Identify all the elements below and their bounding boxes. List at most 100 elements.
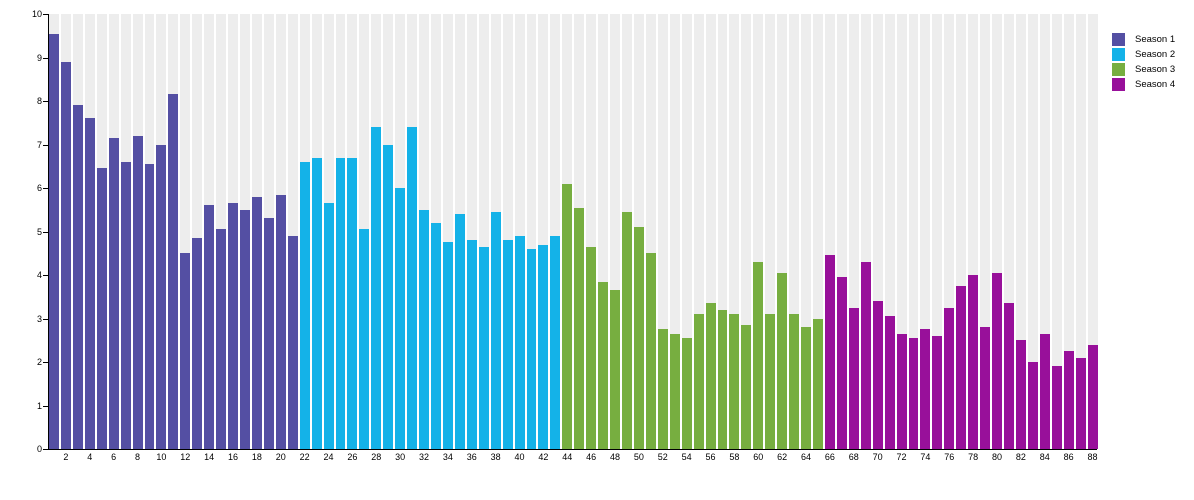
bar-slot-episode-33 bbox=[431, 14, 441, 449]
bar-slot-episode-29 bbox=[383, 14, 394, 449]
bar-season-3-episode-65 bbox=[813, 318, 823, 449]
y-tick-label-0: 0 bbox=[36, 444, 42, 454]
y-tick-label-2: 2 bbox=[36, 357, 42, 367]
bar-slot-episode-79 bbox=[980, 14, 991, 449]
x-tick-label-18: 18 bbox=[251, 452, 262, 462]
x-tick-label-28: 28 bbox=[371, 452, 382, 462]
bar-season-3-episode-62 bbox=[777, 272, 788, 449]
bar-season-1-episode-3 bbox=[72, 105, 83, 449]
x-tick-label-20: 20 bbox=[275, 452, 286, 462]
bar-slot-episode-9 bbox=[144, 14, 155, 449]
bar-slot-episode-23 bbox=[311, 14, 322, 449]
bar-slot-episode-38: 38 bbox=[491, 14, 501, 462]
bar-season-1-episode-11 bbox=[168, 94, 179, 449]
bar-season-1-episode-8 bbox=[132, 135, 143, 449]
bar-slot-episode-68: 68 bbox=[848, 14, 859, 462]
bar-slot-episode-86: 86 bbox=[1063, 14, 1074, 462]
bar-season-4-episode-80 bbox=[992, 272, 1002, 449]
bar-season-3-episode-58 bbox=[729, 314, 740, 449]
bar-slot-episode-76: 76 bbox=[944, 14, 954, 462]
bar-slot-episode-73 bbox=[908, 14, 919, 449]
bar-slot-episode-27 bbox=[359, 14, 370, 449]
y-tick-3 bbox=[43, 318, 48, 320]
x-tick-label-64: 64 bbox=[801, 452, 812, 462]
bar-season-1-episode-17 bbox=[240, 209, 250, 449]
legend-swatch-season-3 bbox=[1112, 62, 1125, 76]
bar-season-3-episode-59 bbox=[741, 325, 752, 449]
bar-slot-episode-78: 78 bbox=[968, 14, 978, 462]
bar-season-4-episode-83 bbox=[1027, 362, 1038, 449]
bar-slot-episode-69 bbox=[860, 14, 871, 449]
bar-slot-episode-40: 40 bbox=[515, 14, 525, 462]
bar-season-4-episode-68 bbox=[848, 307, 859, 449]
bar-season-4-episode-73 bbox=[908, 338, 919, 449]
x-tick-label-72: 72 bbox=[896, 452, 907, 462]
bar-season-2-episode-42 bbox=[538, 244, 549, 449]
y-tick-4 bbox=[43, 275, 48, 276]
bar-season-3-episode-60 bbox=[753, 261, 764, 449]
bar-slot-episode-51 bbox=[645, 14, 656, 449]
y-tick-1 bbox=[43, 405, 48, 407]
bar-slot-episode-17 bbox=[240, 14, 250, 449]
bar-season-3-episode-54 bbox=[681, 338, 692, 449]
y-tick-5 bbox=[43, 231, 48, 233]
x-tick-label-56: 56 bbox=[705, 452, 716, 462]
bar-slot-episode-31 bbox=[407, 14, 418, 449]
y-tick-0 bbox=[43, 449, 48, 450]
bar-slot-episode-84: 84 bbox=[1040, 14, 1050, 462]
bar-slot-episode-12: 12 bbox=[180, 14, 190, 462]
bar-season-2-episode-22 bbox=[299, 161, 310, 449]
bar-season-4-episode-71 bbox=[884, 316, 895, 449]
bar-slot-episode-25 bbox=[335, 14, 346, 449]
x-tick-label-74: 74 bbox=[920, 452, 931, 462]
bar-slot-episode-46: 46 bbox=[586, 14, 597, 462]
bar-slot-episode-48: 48 bbox=[610, 14, 620, 462]
bar-slot-episode-6: 6 bbox=[108, 14, 119, 462]
bar-season-3-episode-46 bbox=[586, 246, 597, 449]
bar-slot-episode-63 bbox=[789, 14, 800, 449]
bar-slot-episode-16: 16 bbox=[228, 14, 238, 462]
bar-season-4-episode-87 bbox=[1075, 357, 1086, 449]
bar-season-2-episode-28 bbox=[371, 127, 382, 449]
x-tick-label-6: 6 bbox=[111, 452, 117, 462]
y-tick-label-10: 10 bbox=[31, 9, 42, 19]
x-tick-label-76: 76 bbox=[944, 452, 955, 462]
bar-slot-episode-71 bbox=[884, 14, 895, 449]
bar-slot-episode-57 bbox=[717, 14, 728, 449]
bar-slot-episode-60: 60 bbox=[753, 14, 764, 462]
bar-season-2-episode-26 bbox=[347, 157, 358, 449]
y-tick-8 bbox=[43, 101, 48, 102]
bar-season-1-episode-1 bbox=[49, 33, 59, 449]
bar-slot-episode-44: 44 bbox=[562, 14, 572, 462]
legend-swatch-season-1 bbox=[1112, 32, 1125, 46]
y-tick-9 bbox=[43, 57, 48, 59]
bar-season-4-episode-86 bbox=[1063, 351, 1074, 449]
bar-season-3-episode-45 bbox=[574, 207, 585, 449]
bar-season-4-episode-77 bbox=[956, 285, 967, 449]
bar-slot-episode-13 bbox=[192, 14, 203, 449]
x-tick-label-84: 84 bbox=[1039, 452, 1050, 462]
x-tick-label-48: 48 bbox=[610, 452, 621, 462]
x-tick-label-4: 4 bbox=[87, 452, 93, 462]
bar-season-2-episode-23 bbox=[311, 157, 322, 449]
x-tick-label-78: 78 bbox=[968, 452, 979, 462]
bar-season-3-episode-64 bbox=[801, 327, 811, 449]
x-axis-line bbox=[48, 449, 1097, 450]
bar-season-4-episode-79 bbox=[980, 327, 991, 449]
y-tick-label-3: 3 bbox=[36, 313, 42, 324]
bar-season-4-episode-67 bbox=[836, 277, 847, 449]
legend-item-season-2: Season 2 bbox=[1112, 47, 1175, 61]
bar-slot-episode-87 bbox=[1075, 14, 1086, 449]
bar-slot-episode-81 bbox=[1004, 14, 1014, 449]
bar-slot-episode-74: 74 bbox=[920, 14, 930, 462]
bar-season-1-episode-4 bbox=[84, 118, 95, 449]
bar-slot-episode-2: 2 bbox=[60, 14, 71, 462]
bar-season-3-episode-61 bbox=[765, 314, 776, 449]
x-tick-label-88: 88 bbox=[1087, 452, 1098, 462]
bar-slot-episode-42: 42 bbox=[538, 14, 549, 462]
bar-slot-episode-77 bbox=[956, 14, 967, 449]
x-tick-label-12: 12 bbox=[180, 452, 191, 462]
bar-season-3-episode-47 bbox=[598, 281, 609, 449]
bar-slot-episode-83 bbox=[1027, 14, 1038, 449]
bar-slot-episode-30: 30 bbox=[395, 14, 405, 462]
